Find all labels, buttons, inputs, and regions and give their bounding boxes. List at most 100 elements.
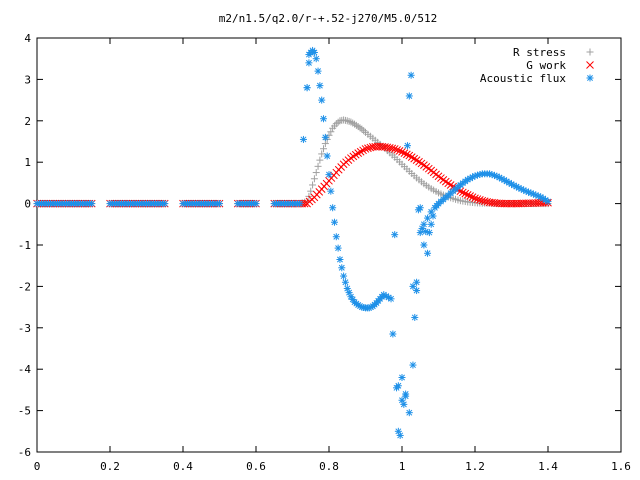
data-point (368, 143, 377, 151)
data-point (354, 123, 362, 131)
data-point (347, 293, 355, 301)
data-point (395, 147, 404, 155)
data-point (416, 204, 424, 212)
data-point (435, 200, 442, 208)
x-tick-label: 1.4 (538, 460, 558, 473)
axis-tick-labels: 0 0.2 0.4 0.6 0.8 1 1.2 1.4 1.6 4 3 2 1 0 -1 -2 -3 -4 -5 -6 (18, 32, 631, 473)
data-point (383, 143, 392, 152)
data-point (332, 168, 341, 177)
data-point (393, 146, 401, 154)
data-point (340, 116, 348, 124)
data-point (515, 184, 523, 192)
data-point (252, 200, 260, 208)
data-point (427, 185, 435, 193)
data-point (514, 199, 523, 208)
data-point (329, 124, 337, 132)
data-point (449, 187, 457, 195)
data-point (413, 287, 421, 295)
data-point (349, 152, 358, 161)
y-tick-label: -2 (18, 280, 31, 293)
data-point (441, 177, 450, 186)
x-tick-label: 0.4 (173, 460, 193, 473)
data-point (398, 147, 406, 156)
data-point (403, 150, 411, 159)
data-point (396, 431, 404, 439)
data-point (340, 272, 348, 280)
legend-entry-marker (586, 48, 594, 56)
data-point (312, 55, 320, 63)
data-point (359, 146, 367, 155)
y-tick-label: 2 (24, 115, 31, 128)
data-point (305, 51, 313, 59)
data-point (466, 192, 474, 200)
data-point (303, 199, 311, 208)
data-point (391, 231, 399, 239)
data-point (124, 200, 132, 208)
data-point (360, 127, 368, 135)
legend-entry-label: R stress (513, 46, 566, 59)
x-tick-label: 0.2 (100, 460, 120, 473)
data-point (476, 196, 484, 204)
data-point (334, 118, 342, 126)
data-point (349, 119, 357, 127)
data-point (341, 278, 349, 286)
data-point (486, 170, 494, 178)
data-point (70, 200, 77, 208)
data-point (270, 200, 278, 208)
y-tick-label: -4 (18, 363, 32, 376)
data-point (398, 160, 406, 168)
data-point (385, 143, 394, 152)
data-point (343, 284, 351, 292)
data-point (412, 156, 421, 164)
data-point (369, 134, 377, 142)
data-point (471, 194, 479, 203)
data-point (336, 255, 344, 263)
data-point (318, 150, 326, 158)
data-point (380, 291, 388, 299)
data-point (471, 172, 479, 180)
data-point (500, 176, 508, 184)
legend-entry-label: Acoustic flux (480, 72, 566, 85)
data-point (410, 154, 419, 163)
y-tick-label: -1 (18, 239, 31, 252)
data-point (407, 153, 416, 161)
data-point (351, 298, 359, 306)
data-point (463, 191, 472, 199)
data-point (325, 171, 333, 179)
data-point (508, 180, 515, 188)
y-tick-label: -5 (18, 405, 31, 418)
data-point (400, 149, 409, 157)
x-tick-label: 1.6 (611, 460, 631, 473)
data-point (325, 176, 333, 185)
data-point (424, 249, 432, 257)
legend-entry-marker (586, 61, 594, 69)
data-point (320, 115, 328, 123)
data-point (161, 200, 169, 208)
data-point (544, 198, 552, 206)
data-point (458, 188, 467, 197)
data-point (405, 151, 414, 160)
data-point (446, 181, 455, 189)
data-point (303, 84, 311, 92)
data-point (413, 174, 421, 182)
data-point (402, 392, 410, 400)
data-point (33, 200, 41, 208)
data-point (507, 199, 516, 208)
data-point (418, 224, 426, 232)
data-point (376, 142, 384, 151)
data-point (351, 120, 359, 128)
data-point (234, 200, 242, 208)
data-point (427, 166, 436, 175)
data-point (387, 295, 395, 303)
data-point (332, 120, 340, 128)
data-point (339, 160, 348, 169)
data-point (442, 193, 450, 201)
data-point (537, 193, 545, 201)
data-point (417, 159, 426, 168)
data-point (106, 200, 114, 208)
data-point (316, 156, 324, 164)
data-point (310, 193, 319, 202)
data-point (403, 142, 411, 150)
